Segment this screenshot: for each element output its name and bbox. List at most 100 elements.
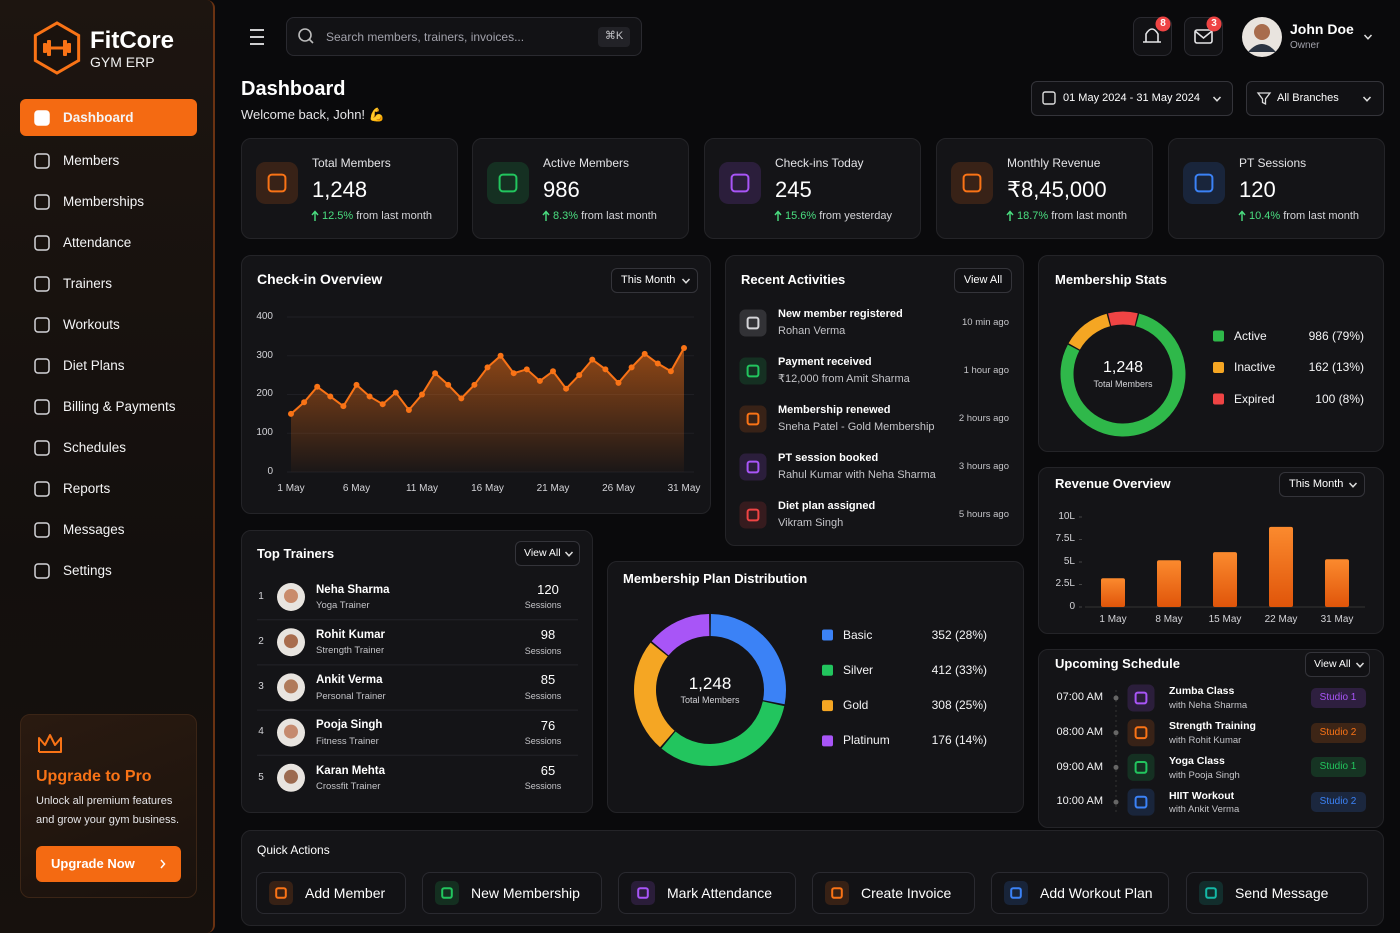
nav-label[interactable]: Trainers (63, 275, 113, 291)
legend-value: 986 (79%) (1308, 328, 1364, 343)
x-tick-label: 16 May (471, 482, 504, 494)
search-box[interactable] (286, 17, 642, 56)
y-tick-label: 5L (1063, 555, 1075, 567)
nav-label[interactable]: Messages (63, 521, 125, 537)
nav-label[interactable]: Schedules (63, 439, 127, 455)
nav-label[interactable]: Members (63, 152, 120, 168)
quick-action-button[interactable] (256, 872, 406, 914)
date-range-button[interactable] (1031, 81, 1233, 116)
trainer-avatar-face (284, 589, 298, 603)
schedule-time: 07:00 AM (1056, 691, 1103, 704)
view-all-button[interactable] (1305, 652, 1370, 677)
upgrade-button-label[interactable]: Upgrade Now (51, 855, 135, 871)
bar (1213, 552, 1237, 607)
donut-segment (1060, 313, 1186, 437)
quick-action-label[interactable]: Create Invoice (861, 885, 952, 902)
quick-action-label[interactable]: New Membership (471, 885, 580, 902)
upgrade-button[interactable] (36, 846, 181, 882)
filter-label[interactable]: This Month (1289, 478, 1344, 491)
timeline-dot (1113, 730, 1119, 736)
quick-action-icon-glyph (637, 887, 649, 899)
message-count: 3 (1211, 17, 1217, 29)
quick-action-button[interactable] (812, 872, 975, 914)
point (288, 410, 294, 417)
donut-center-value: 1,248 (688, 674, 732, 694)
nav-label[interactable]: Reports (63, 480, 111, 496)
x-tick-label: 26 May (602, 482, 635, 494)
kpi-value: 986 (543, 177, 580, 203)
kpi-icon (951, 162, 993, 204)
user-role: Owner (1290, 39, 1320, 51)
activity-time: 3 hours ago (958, 461, 1009, 473)
view-all-label[interactable]: View All (1314, 658, 1351, 671)
quick-action-label[interactable]: Add Member (305, 885, 386, 902)
up-arrow (311, 210, 319, 221)
donut-segment (1108, 311, 1138, 326)
point (405, 407, 412, 413)
nav-label[interactable]: Memberships (63, 193, 145, 209)
studio-label: Studio 2 (1319, 726, 1357, 738)
nav-label[interactable]: Diet Plans (63, 357, 125, 373)
activity-time: 2 hours ago (958, 413, 1009, 425)
activity-detail: Vikram Singh (778, 517, 844, 530)
view-all-label[interactable]: View All (524, 547, 561, 560)
kpi-change: 12.5% from last month (322, 209, 432, 223)
up-arrow (542, 210, 550, 221)
sessions-label: Sessions (524, 781, 562, 792)
plan-distribution-card (607, 561, 1024, 813)
legend-swatch (1213, 330, 1224, 342)
timeline-dot (1113, 799, 1119, 805)
nav-label[interactable]: Dashboard (63, 109, 134, 125)
x-tick-label: 1 May (1099, 613, 1127, 625)
class-name: Zumba Class (1169, 685, 1235, 698)
filter-icon (1256, 92, 1272, 106)
activity-detail: Sneha Patel - Gold Membership (778, 421, 935, 434)
branch-filter[interactable]: All Branches (1277, 92, 1339, 105)
branch-button[interactable] (1246, 81, 1384, 116)
chart-title: Revenue Overview (1055, 475, 1171, 491)
trainer-sessions: 85 (540, 672, 556, 688)
quick-action-label[interactable]: Mark Attendance (667, 885, 773, 902)
card-title: Recent Activities (741, 271, 846, 287)
area-fill (291, 348, 684, 472)
user-name: John Doe (1290, 21, 1354, 38)
bar (1325, 559, 1349, 607)
nav-label[interactable]: Settings (63, 562, 112, 578)
activity-detail: Rohan Verma (778, 325, 846, 338)
date-range[interactable]: 01 May 2024 - 31 May 2024 (1063, 92, 1200, 105)
kpi-card (1168, 138, 1385, 239)
trainer-rank: 5 (258, 771, 264, 783)
quick-action-label[interactable]: Send Message (1235, 885, 1329, 902)
nav-label[interactable]: Workouts (63, 316, 120, 332)
nav-icon (34, 481, 50, 497)
view-all-label[interactable]: View All (963, 274, 1003, 287)
kpi-icon-glyph (730, 173, 750, 193)
legend-label: Platinum (843, 733, 890, 748)
activity-icon-glyph (746, 460, 760, 474)
chevron (1362, 96, 1372, 102)
view-all-button[interactable] (515, 541, 580, 566)
kpi-icon-glyph (498, 173, 518, 193)
schedule-card (1038, 649, 1384, 828)
point (458, 395, 465, 402)
kpi-icon (256, 162, 298, 204)
point (576, 372, 583, 379)
bar (1157, 560, 1181, 607)
view-all-button[interactable] (954, 268, 1012, 293)
nav-label[interactable]: Billing & Payments (63, 398, 176, 414)
legend-label: Silver (843, 662, 874, 677)
activities-card (725, 255, 1024, 546)
x-tick-label: 22 May (1264, 613, 1298, 625)
nav-label[interactable]: Attendance (63, 234, 132, 250)
point (432, 370, 439, 377)
kpi-change-value: 10.4% (1249, 210, 1281, 222)
class-trainer: with Pooja Singh (1169, 769, 1240, 781)
chevron (1355, 662, 1365, 668)
trainer-role: Crossfit Trainer (316, 780, 381, 792)
quick-action-label[interactable]: Add Workout Plan (1040, 885, 1153, 902)
filter-label[interactable]: This Month (621, 274, 676, 287)
legend-label: Active (1234, 328, 1267, 343)
trainer-name: Pooja Singh (316, 719, 383, 732)
